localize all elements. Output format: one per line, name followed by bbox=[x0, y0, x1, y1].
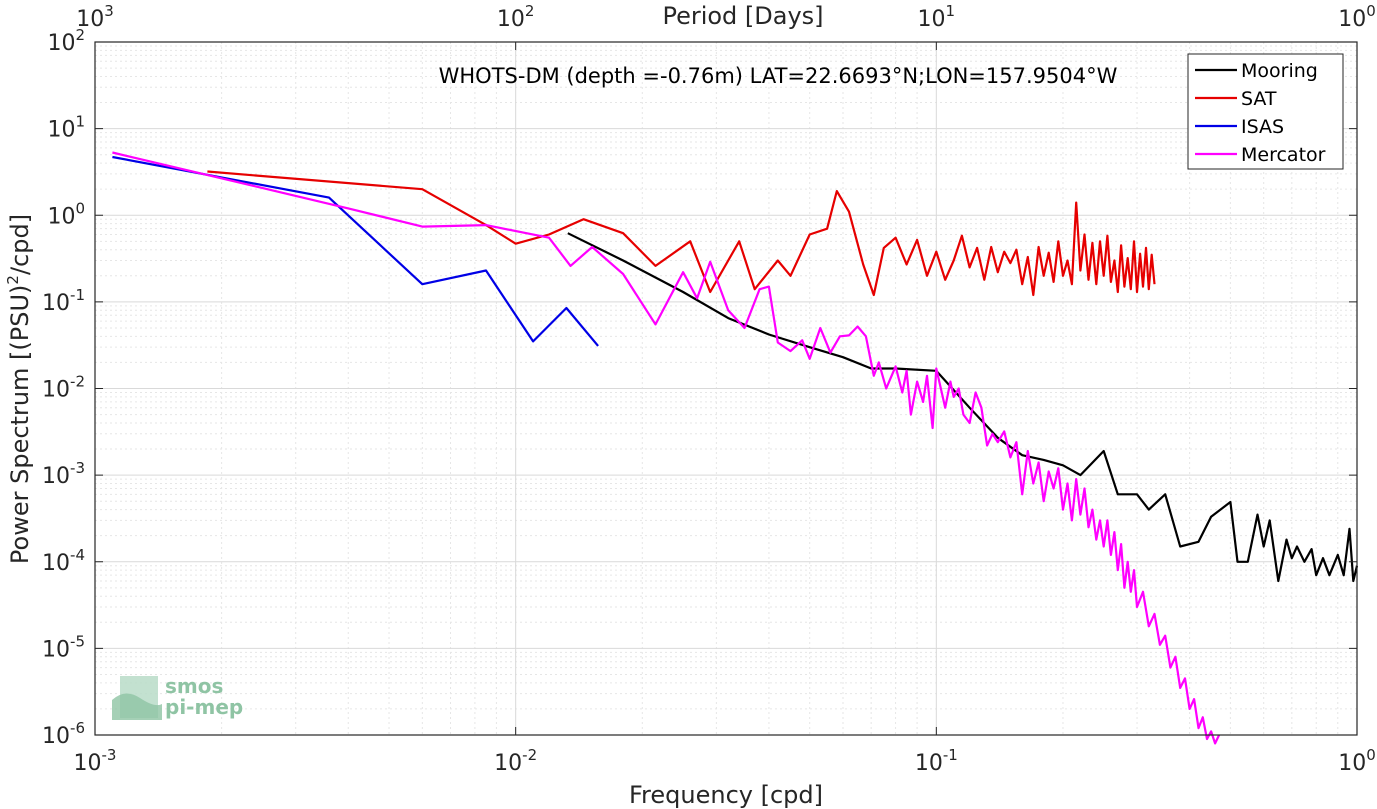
y-tick-label-exp: 2 bbox=[75, 26, 85, 44]
top-tick-label-exp: 1 bbox=[946, 2, 956, 20]
top-axis-label: Period [Days] bbox=[662, 2, 823, 30]
y-tick-label-exp: -5 bbox=[70, 632, 85, 650]
x-axis-label: Frequency [cpd] bbox=[629, 781, 823, 809]
y-tick-label-exp: -1 bbox=[70, 286, 85, 304]
legend-box bbox=[1187, 53, 1344, 170]
top-tick-label-exp: 0 bbox=[1366, 2, 1376, 20]
y-tick-label: 10-4 bbox=[42, 546, 85, 576]
x-tick-label-base: 10 bbox=[915, 751, 943, 776]
y-tick-label-base: 10 bbox=[42, 724, 70, 749]
x-tick-label-base: 10 bbox=[74, 751, 102, 776]
y-tick-label-base: 10 bbox=[42, 464, 70, 489]
smos-pi-mep-logo: smos pi-mep bbox=[112, 674, 243, 720]
logo-text-pi-mep: pi-mep bbox=[165, 695, 243, 719]
series-layer bbox=[112, 151, 1359, 745]
y-tick-label: 10-2 bbox=[42, 373, 85, 403]
series-line-mooring bbox=[567, 232, 1359, 583]
legend-label-mercator: Mercator bbox=[1241, 144, 1326, 166]
logo-text-smos: smos bbox=[165, 674, 223, 698]
y-tick-label: 10-6 bbox=[42, 719, 85, 749]
x-tick-label: 10-3 bbox=[74, 746, 117, 776]
top-tick-label: 101 bbox=[918, 2, 956, 32]
y-tick-label: 10-3 bbox=[42, 459, 85, 489]
series-line-mercator bbox=[112, 151, 1221, 745]
y-tick-label-exp: 0 bbox=[75, 199, 85, 217]
legend-label-mooring: Mooring bbox=[1241, 60, 1318, 82]
legend: Mooring SAT ISAS Mercator bbox=[1187, 53, 1344, 170]
y-tick-label-exp: 1 bbox=[75, 113, 85, 131]
top-tick-label-exp: 2 bbox=[525, 2, 535, 20]
y-tick-label: 10-5 bbox=[42, 632, 85, 662]
y-tick-label-base: 10 bbox=[47, 204, 75, 229]
series-line-sat bbox=[207, 170, 1156, 297]
legend-label-sat: SAT bbox=[1241, 88, 1277, 110]
logo-mark-waves bbox=[112, 693, 162, 720]
x-tick-label-base: 10 bbox=[1338, 751, 1366, 776]
y-tick-label-exp: -3 bbox=[70, 459, 85, 477]
series-line-isas bbox=[112, 155, 599, 347]
top-tick-label: 100 bbox=[1338, 2, 1376, 32]
y-tick-label-exp: -2 bbox=[70, 373, 85, 391]
tick-marks bbox=[94, 41, 1358, 736]
chart-title: WHOTS-DM (depth =-0.76m) LAT=22.6693°N;L… bbox=[439, 64, 1118, 88]
y-tick-label-base: 10 bbox=[42, 637, 70, 662]
top-tick-label-base: 10 bbox=[497, 7, 525, 32]
x-tick-label-exp: 0 bbox=[1366, 746, 1376, 764]
y-tick-label-exp: -4 bbox=[70, 546, 85, 564]
top-tick-label-base: 10 bbox=[76, 7, 104, 32]
x-tick-label: 10-2 bbox=[494, 746, 537, 776]
x-tick-label-exp: -3 bbox=[102, 746, 117, 764]
top-tick-label-exp: 3 bbox=[104, 2, 114, 20]
legend-label-isas: ISAS bbox=[1241, 116, 1284, 138]
y-tick-label-base: 10 bbox=[47, 118, 75, 143]
y-axis-label-suffix: /cpd] bbox=[6, 214, 34, 275]
top-tick-label: 103 bbox=[76, 2, 114, 32]
top-tick-label: 102 bbox=[497, 2, 535, 32]
y-tick-label-base: 10 bbox=[47, 31, 75, 56]
x-tick-label: 10-1 bbox=[915, 746, 958, 776]
y-tick-label: 102 bbox=[47, 26, 85, 56]
top-tick-label-base: 10 bbox=[918, 7, 946, 32]
x-tick-label-exp: -1 bbox=[943, 746, 958, 764]
y-tick-label-base: 10 bbox=[42, 551, 70, 576]
y-axis-label: Power Spectrum [(PSU)2/cpd] bbox=[4, 214, 34, 564]
x-tick-label: 100 bbox=[1338, 746, 1376, 776]
y-tick-label: 101 bbox=[47, 113, 85, 143]
y-tick-label: 10-1 bbox=[42, 286, 85, 316]
y-tick-label: 100 bbox=[47, 199, 85, 229]
y-tick-label-base: 10 bbox=[42, 378, 70, 403]
y-tick-label-exp: -6 bbox=[70, 719, 85, 737]
top-tick-label-base: 10 bbox=[1338, 7, 1366, 32]
x-tick-label-base: 10 bbox=[494, 751, 522, 776]
x-tick-label-exp: -2 bbox=[522, 746, 537, 764]
y-tick-label-base: 10 bbox=[42, 291, 70, 316]
y-axis-label-prefix: Power Spectrum [(PSU) bbox=[6, 285, 34, 564]
y-axis-label-sup: 2 bbox=[4, 275, 22, 285]
